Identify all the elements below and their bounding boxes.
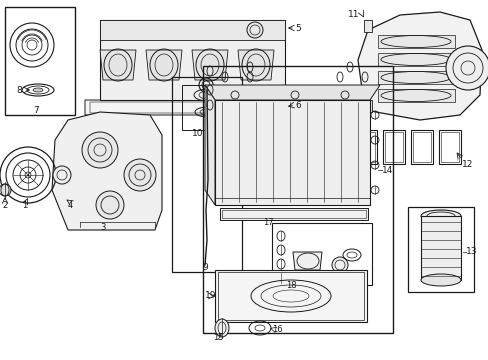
Circle shape: [331, 257, 347, 273]
Bar: [5, 7, 75, 115]
Bar: [363, 20, 371, 32]
Bar: [215, 270, 366, 322]
Bar: [382, 130, 404, 164]
Circle shape: [53, 166, 71, 184]
Circle shape: [445, 46, 488, 90]
Bar: [271, 223, 371, 285]
Text: 11: 11: [347, 9, 359, 18]
Text: 6: 6: [294, 100, 300, 109]
Text: 18: 18: [285, 280, 296, 289]
Text: 1: 1: [22, 201, 27, 210]
Bar: [407, 207, 473, 292]
Bar: [384, 132, 402, 162]
Polygon shape: [215, 100, 369, 205]
Circle shape: [82, 132, 118, 168]
Polygon shape: [238, 50, 273, 80]
Polygon shape: [292, 252, 321, 270]
Text: 2: 2: [2, 201, 7, 210]
Ellipse shape: [420, 210, 460, 222]
Polygon shape: [146, 50, 182, 80]
Polygon shape: [85, 100, 285, 115]
Bar: [410, 130, 432, 164]
Text: 8: 8: [16, 86, 21, 95]
Text: 19: 19: [204, 292, 216, 301]
Text: 12: 12: [461, 159, 472, 168]
Bar: [356, 132, 374, 162]
Bar: [222, 210, 365, 218]
Polygon shape: [192, 50, 227, 80]
Text: 10: 10: [192, 129, 203, 138]
Polygon shape: [420, 216, 460, 280]
Polygon shape: [357, 12, 481, 120]
Text: 16: 16: [271, 325, 282, 334]
Polygon shape: [377, 71, 454, 84]
Bar: [182, 85, 234, 130]
Polygon shape: [204, 85, 215, 205]
Text: 15: 15: [213, 333, 223, 342]
Text: 14: 14: [381, 166, 392, 175]
Bar: [203, 66, 392, 333]
Text: 4: 4: [68, 201, 73, 210]
Polygon shape: [377, 89, 454, 102]
Ellipse shape: [33, 88, 43, 92]
Polygon shape: [100, 20, 285, 100]
Polygon shape: [100, 50, 136, 80]
Text: 9: 9: [202, 264, 207, 273]
Polygon shape: [377, 35, 454, 48]
Polygon shape: [100, 20, 285, 40]
Circle shape: [124, 159, 156, 191]
Circle shape: [96, 191, 124, 219]
Bar: [218, 272, 363, 320]
Bar: [438, 130, 460, 164]
Bar: [440, 132, 458, 162]
Polygon shape: [52, 112, 162, 230]
Ellipse shape: [215, 319, 228, 337]
Bar: [172, 77, 242, 272]
Text: 5: 5: [294, 23, 300, 32]
Polygon shape: [377, 53, 454, 66]
Text: 7: 7: [33, 105, 39, 114]
Bar: [363, 100, 371, 112]
Ellipse shape: [420, 274, 460, 286]
Polygon shape: [204, 85, 379, 100]
Bar: [412, 132, 430, 162]
Text: 13: 13: [465, 248, 476, 256]
Circle shape: [0, 184, 11, 196]
Bar: [354, 130, 376, 164]
Bar: [220, 208, 367, 220]
Text: 3: 3: [100, 222, 105, 231]
Text: 17: 17: [263, 217, 273, 226]
